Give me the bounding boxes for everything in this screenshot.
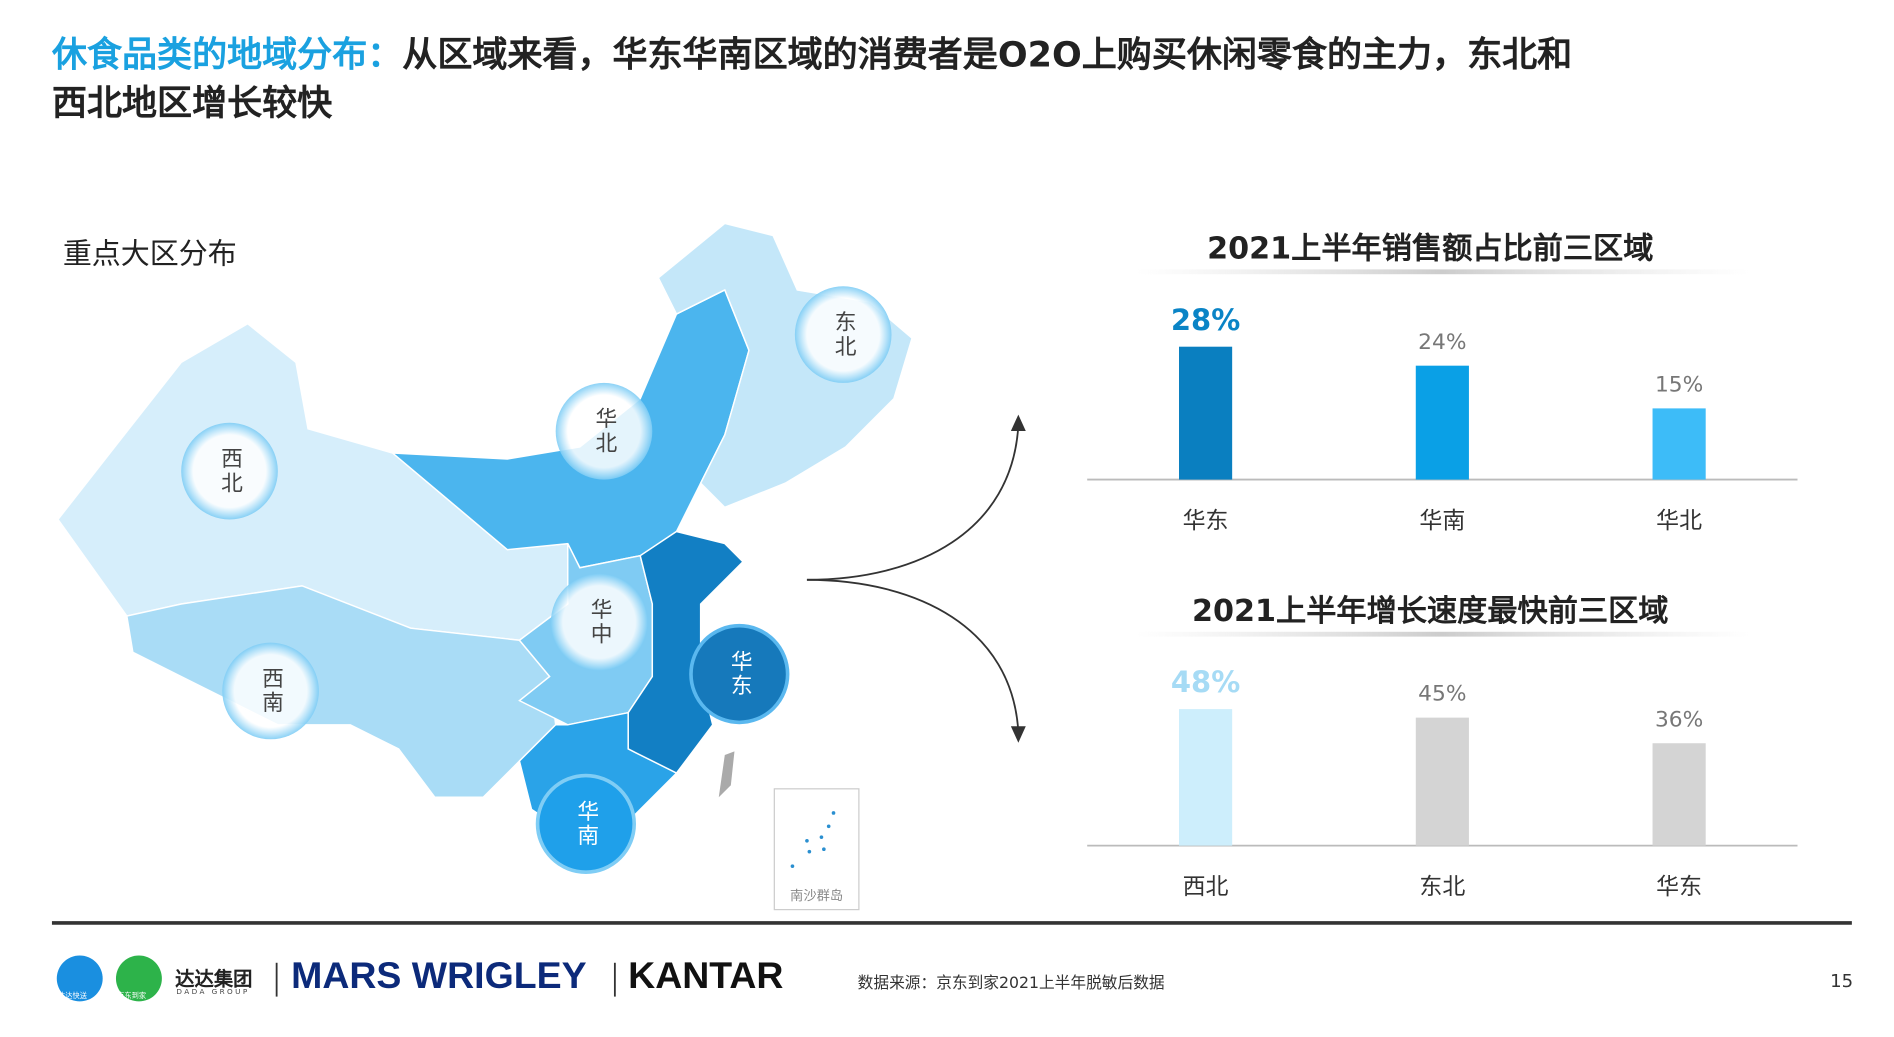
- region-circle: [555, 382, 653, 480]
- title: 休食品类的地域分布：从区域来看，华东华南区域的消费者是O2O上购买休闲零食的主力…: [52, 27, 1572, 78]
- page-number: 15: [1830, 970, 1854, 992]
- region-circle: [550, 573, 648, 671]
- arrows: [806, 414, 1026, 743]
- inset-box: [773, 788, 860, 911]
- map-title: 重点大区分布: [62, 236, 237, 271]
- brand-kantar: KANTAR: [628, 954, 784, 997]
- logo-text: 达达集团: [175, 967, 253, 991]
- value-label: 48%: [1171, 665, 1240, 699]
- x-tick-label: 华东: [1656, 874, 1702, 900]
- x-tick-label: 华北: [1656, 508, 1702, 534]
- title-text: 从区域来看，华东华南区域的消费者是O2O上购买休闲零食的主力，东北和: [402, 33, 1573, 75]
- bar: [1179, 346, 1233, 480]
- logo-icon: [115, 955, 162, 1002]
- region-label: 西南: [258, 666, 284, 716]
- map: [57, 222, 913, 835]
- x-tick-label: 西北: [1183, 874, 1229, 900]
- map-northeast: [657, 222, 913, 509]
- brand-mars: MARS WRIGLEY: [291, 954, 587, 997]
- region-circle: [181, 422, 278, 520]
- region-label: 华北: [591, 407, 618, 456]
- map-southwest: [126, 585, 557, 799]
- value-label: 45%: [1418, 682, 1466, 707]
- title-shadow: [1135, 269, 1750, 275]
- region-label: 华南: [573, 799, 600, 849]
- region-circle: [689, 623, 790, 725]
- value-label: 36%: [1655, 707, 1703, 732]
- inset: [773, 788, 860, 911]
- logo-label: 达达快送: [57, 991, 87, 1001]
- value-label: 15%: [1655, 372, 1703, 397]
- region-label: 华东: [727, 649, 753, 699]
- bar: [1415, 717, 1469, 846]
- map-taiwan: [718, 751, 735, 798]
- value-label: 24%: [1418, 330, 1466, 355]
- region-label: 华中: [587, 597, 613, 647]
- x-tick-label: 华东: [1183, 508, 1229, 534]
- bar: [1179, 709, 1233, 846]
- region-circle: [535, 773, 637, 874]
- title-text: 西北地区增长较快: [51, 82, 333, 124]
- value-label: 28%: [1171, 303, 1240, 337]
- bar: [1652, 408, 1706, 480]
- logo-subtext: DADA GROUP: [176, 988, 250, 997]
- arrow-head: [1010, 414, 1026, 431]
- inset-label: 南沙群岛: [790, 887, 844, 904]
- source: 数据来源：京东到家2021上半年脱敏后数据: [857, 974, 1165, 993]
- x-tick-label: 东北: [1419, 874, 1465, 900]
- bar: [1415, 365, 1469, 480]
- logo-label: 京东到家: [117, 991, 147, 1001]
- region-circle: [222, 642, 319, 740]
- region-circle: [794, 286, 892, 383]
- chart-title: 2021上半年增长速度最快前三区域: [1192, 594, 1668, 629]
- region-label: 西北: [217, 446, 243, 496]
- islands: [790, 811, 836, 868]
- region-label: 东北: [831, 310, 857, 359]
- chart-title: 2021上半年销售额占比前三区域: [1207, 232, 1653, 267]
- arrow-head: [1010, 726, 1026, 743]
- x-tick-label: 华南: [1419, 508, 1465, 534]
- title-highlight: 休食品类的地域分布：: [51, 33, 403, 75]
- region-circles: [181, 286, 892, 874]
- arrow-down: [806, 578, 1020, 733]
- title-shadow: [1135, 631, 1750, 637]
- logo-icon: [56, 955, 103, 1002]
- map-east: [627, 530, 744, 775]
- arrow-up: [806, 425, 1020, 581]
- bar: [1652, 743, 1706, 846]
